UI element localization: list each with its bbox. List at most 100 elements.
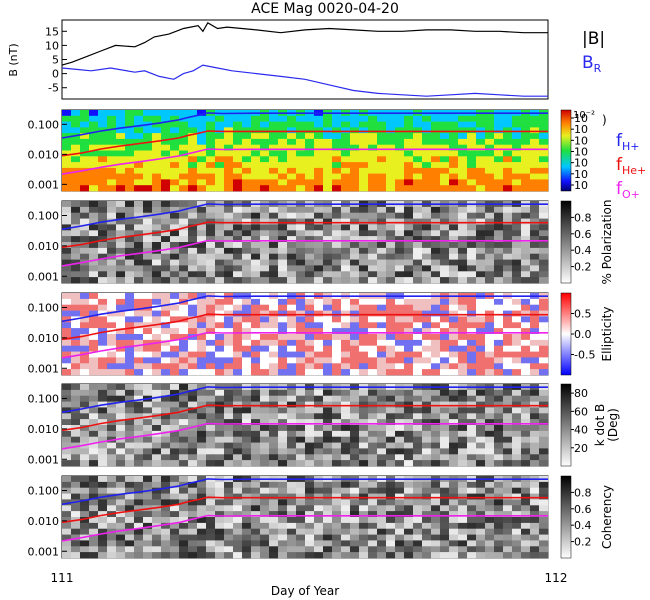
heatmap-cell: [503, 552, 513, 559]
heatmap-cell: [386, 546, 396, 553]
heatmap-cell: [512, 517, 522, 524]
heatmap-cell: [485, 345, 495, 352]
heatmap-cell: [476, 224, 486, 231]
heatmap-cell: [305, 206, 315, 214]
heatmap-cell: [368, 167, 378, 174]
heatmap-cell: [143, 310, 153, 317]
heatmap-cell: [467, 298, 477, 306]
heatmap-cell: [539, 546, 549, 553]
heatmap-cell: [152, 144, 162, 151]
heatmap-cell: [503, 218, 513, 225]
heatmap-cell: [143, 206, 153, 214]
heatmap-cell: [134, 271, 144, 278]
heatmap-cell: [260, 144, 270, 151]
heatmap-cell: [170, 242, 180, 249]
heatmap-cell: [395, 127, 405, 134]
heatmap-cell: [413, 552, 423, 559]
heatmap-cell: [89, 425, 99, 432]
heatmap-cell: [260, 334, 270, 341]
heatmap-cell: [503, 339, 513, 347]
heatmap-cell: [89, 454, 99, 461]
heatmap-cell: [242, 345, 252, 352]
heatmap-cell: [260, 138, 270, 145]
heatmap-cell: [179, 322, 189, 329]
heatmap-cell: [494, 206, 504, 214]
heatmap-cell: [179, 173, 189, 180]
heatmap-cell: [71, 110, 81, 117]
heatmap-cell: [332, 363, 342, 370]
heatmap-cell: [305, 316, 315, 323]
heatmap-cell: [494, 162, 504, 169]
heatmap-cell: [503, 173, 513, 180]
heatmap-cell: [125, 487, 135, 494]
heatmap-cell: [161, 236, 171, 243]
heatmap-cell: [215, 133, 225, 140]
heatmap-cell: [143, 528, 153, 535]
heatmap-cell: [98, 115, 108, 122]
heatmap-cell: [197, 206, 207, 214]
heatmap-cell: [386, 218, 396, 225]
heatmap-cell: [206, 121, 216, 128]
heatmap-cell: [269, 242, 279, 249]
heatmap-cell: [422, 322, 432, 329]
heatmap-cell: [485, 167, 495, 174]
heatmap-cell: [377, 179, 387, 186]
heatmap-cell: [215, 127, 225, 134]
heatmap-cell: [152, 448, 162, 455]
heatmap-cell: [332, 425, 342, 432]
heatmap-cell: [431, 481, 441, 489]
heatmap-cell: [224, 499, 234, 506]
heatmap-cell: [143, 351, 153, 358]
heatmap-cell: [80, 133, 90, 140]
heatmap-cell: [413, 127, 423, 134]
heatmap-cell: [539, 224, 549, 231]
heatmap-cell: [125, 201, 135, 208]
heatmap-cell: [458, 389, 468, 397]
heatmap-cell: [431, 162, 441, 169]
heatmap-cell: [422, 430, 432, 438]
heatmap-cell: [440, 242, 450, 249]
heatmap-cell: [224, 505, 234, 512]
heatmap-cell: [296, 511, 306, 518]
heatmap-cell: [287, 316, 297, 323]
heatmap-cell: [467, 401, 477, 408]
heatmap-cell: [215, 138, 225, 145]
heatmap-cell: [512, 304, 522, 311]
heatmap-cell: [521, 156, 531, 163]
heatmap-cell: [494, 138, 504, 145]
heatmap-cell: [359, 277, 369, 284]
heatmap-cell: [431, 357, 441, 364]
heatmap-cell: [476, 277, 486, 284]
heatmap-cell: [458, 173, 468, 180]
heatmap-cell: [332, 511, 342, 518]
heatmap-cell: [170, 511, 180, 518]
heatmap-cell: [143, 476, 153, 483]
legend-f-h-sub: H+: [622, 140, 640, 153]
heatmap-cell: [80, 481, 90, 489]
bfield-series-b-total: [61, 21, 548, 66]
heatmap-cell: [377, 499, 387, 506]
heatmap-cell: [233, 185, 243, 192]
heatmap-cell: [494, 460, 504, 467]
heatmap-cell: [116, 259, 126, 266]
heatmap-cell: [404, 236, 414, 243]
heatmap-cell: [386, 481, 396, 489]
heatmap-cell: [314, 310, 324, 317]
heatmap-cell: [530, 162, 540, 169]
heatmap-cell: [116, 528, 126, 535]
heatmap-cell: [395, 540, 405, 547]
heatmap-cell: [107, 206, 117, 214]
heatmap-cell: [413, 430, 423, 438]
heatmap-cell: [125, 115, 135, 122]
heatmap-cell: [341, 505, 351, 512]
heatmap-cell: [395, 242, 405, 249]
heatmap-cell: [503, 389, 513, 397]
heatmap-cell: [125, 310, 135, 317]
heatmap-cell: [395, 150, 405, 157]
heatmap-cell: [458, 322, 468, 329]
heatmap-cell: [305, 328, 315, 335]
heatmap-cell: [530, 212, 540, 219]
heatmap-cell: [197, 328, 207, 335]
heatmap-cell: [287, 167, 297, 174]
heatmap-cell: [395, 334, 405, 341]
